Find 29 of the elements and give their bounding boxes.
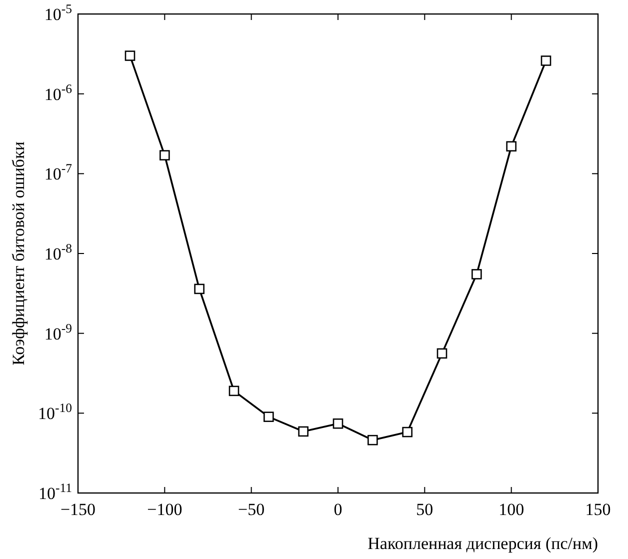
y-tick-label: 10$^{-11}$ [38,481,72,503]
x-tick-label: 150 [585,500,611,519]
x-axis-title: Накопленная дисперсия (пс/нм) [368,534,598,553]
point [368,434,378,446]
y-tick-label: 10$^{-5}$ [44,2,72,24]
x-tick-label: 0 [334,500,342,519]
point [436,348,448,359]
x-tick-label: 50 [416,500,434,519]
y-axis-title: Коэффициент битовой ошибки [9,142,28,366]
x-tick-label: −50 [238,500,265,519]
point [228,386,240,396]
point [506,141,516,152]
point [124,50,136,61]
x-tick-label: −100 [147,500,182,519]
y-tick-label: 10$^{-8}$ [44,242,72,264]
x-tick-label: −150 [60,500,96,519]
point [298,426,308,437]
point [194,284,204,294]
point [332,418,344,429]
x-tick-label: 100 [498,500,524,519]
point [160,150,170,160]
point [472,269,482,280]
y-tick-label: 10$^{-9}$ [44,321,72,344]
y-tick-label: 10$^{-6}$ [44,82,72,104]
point [540,56,552,66]
point [264,412,274,422]
point [402,426,412,438]
y-tick-label: 10$^{-10}$ [38,401,72,424]
y-tick-label: 10$^{-7}$ [44,162,72,184]
